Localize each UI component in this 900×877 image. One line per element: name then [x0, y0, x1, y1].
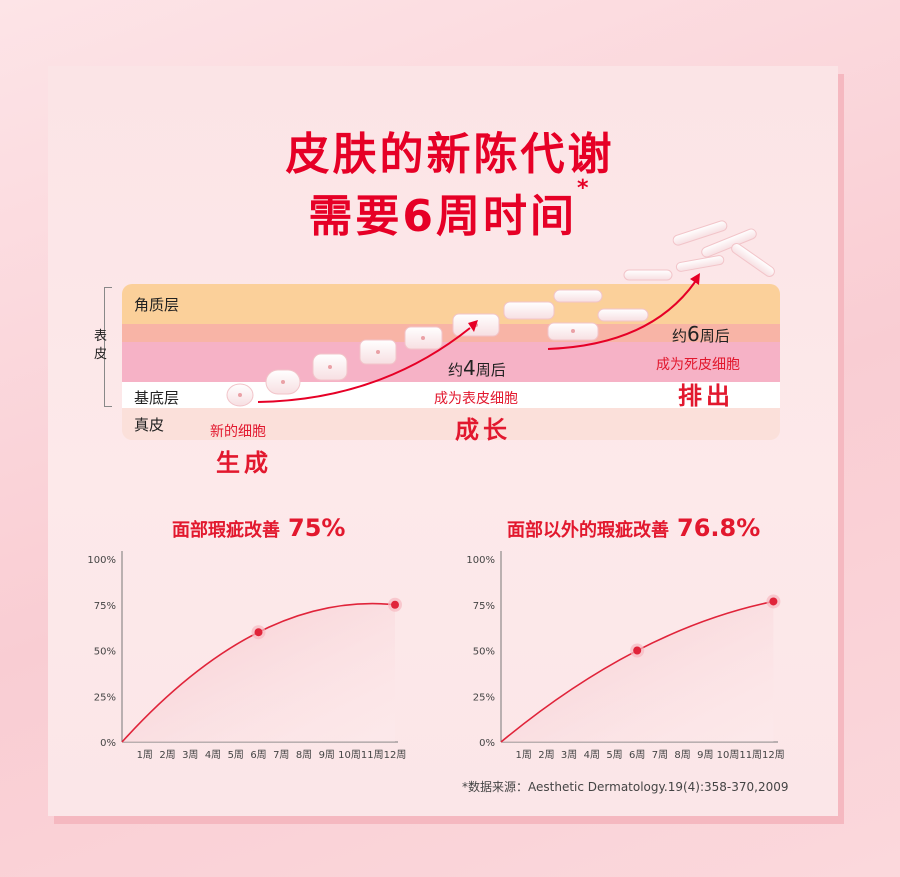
headline-line2: 需要6周时间*	[308, 176, 592, 242]
layer-dermis	[122, 408, 780, 440]
cell-12	[675, 255, 725, 272]
x-tick-label: 5周	[228, 749, 244, 761]
x-tick-label: 8周	[674, 749, 690, 761]
layer-corneum	[122, 284, 780, 324]
label-basal: 基底层	[134, 389, 180, 407]
x-tick-label: 2周	[538, 749, 554, 761]
y-tick-label: 0%	[100, 738, 116, 749]
x-tick-label: 6周	[629, 749, 645, 761]
x-tick-label: 12周	[384, 749, 407, 761]
label-becomes-epidermis: 成为表皮细胞	[434, 391, 518, 407]
x-tick-label: 12周	[762, 749, 785, 761]
y-tick-label: 50%	[473, 647, 495, 658]
data-point	[254, 628, 263, 637]
x-tick-label: 1周	[516, 749, 532, 761]
cell-15	[731, 243, 775, 277]
x-tick-label: 3周	[561, 749, 577, 761]
y-tick-label: 25%	[94, 692, 116, 703]
chart2-title: 面部以外的瑕疵改善 76.8%	[507, 514, 761, 542]
y-tick-label: 75%	[94, 601, 116, 612]
x-tick-label: 10周	[338, 749, 361, 761]
x-tick-label: 1周	[137, 749, 153, 761]
label-weeks4: 约4周后	[448, 356, 506, 380]
footnote-mark: *	[577, 176, 592, 201]
y-tick-label: 50%	[94, 647, 116, 658]
x-tick-label: 5周	[606, 749, 622, 761]
growth-arrow-2	[547, 281, 696, 350]
x-tick-label: 10周	[717, 749, 740, 761]
y-tick-label: 100%	[466, 555, 495, 566]
label-grow: 成长	[455, 416, 511, 444]
x-tick-label: 9周	[319, 749, 335, 761]
area-fill	[122, 603, 395, 742]
label-epidermis-1: 表	[94, 329, 108, 344]
cell-8	[553, 289, 603, 303]
label-generate: 生成	[216, 449, 272, 477]
x-tick-label: 11周	[361, 749, 384, 761]
y-tick-label: 0%	[479, 738, 495, 749]
label-weeks6: 约6周后	[672, 322, 730, 346]
label-shed: 排出	[678, 382, 734, 410]
data-point	[633, 646, 642, 655]
label-corneum: 角质层	[134, 296, 180, 314]
x-tick-label: 4周	[584, 749, 600, 761]
x-tick-label: 11周	[739, 749, 762, 761]
cell-13	[672, 220, 728, 246]
label-epidermis-2: 皮	[94, 347, 108, 362]
y-tick-label: 100%	[87, 555, 116, 566]
cell-11	[623, 269, 673, 281]
x-tick-label: 2周	[159, 749, 175, 761]
cell-7	[503, 301, 555, 320]
x-tick-label: 7周	[652, 749, 668, 761]
x-tick-label: 7周	[273, 749, 289, 761]
x-tick-label: 6周	[250, 749, 266, 761]
growth-arrow-1	[257, 327, 471, 403]
label-new-cell: 新的细胞	[210, 424, 266, 440]
data-source-note: *数据来源：Aesthetic Dermatology.19(4):358-37…	[462, 780, 789, 794]
data-point	[391, 600, 399, 609]
x-tick-label: 9周	[697, 749, 713, 761]
label-becomes-dead: 成为死皮细胞	[656, 357, 740, 373]
area-fill	[501, 601, 774, 742]
data-point	[769, 597, 778, 606]
epidermis-bracket	[104, 287, 112, 407]
cell-10	[597, 308, 649, 322]
x-tick-label: 8周	[296, 749, 312, 761]
x-tick-label: 4周	[205, 749, 221, 761]
x-tick-label: 3周	[182, 749, 198, 761]
y-tick-label: 25%	[473, 692, 495, 703]
y-tick-label: 75%	[473, 601, 495, 612]
chart1-title: 面部瑕疵改善 75%	[172, 514, 346, 542]
headline-line1: 皮肤的新陈代谢	[285, 129, 615, 180]
layer-spinous	[122, 342, 780, 382]
cell-14	[701, 228, 757, 258]
label-dermis: 真皮	[134, 416, 165, 434]
